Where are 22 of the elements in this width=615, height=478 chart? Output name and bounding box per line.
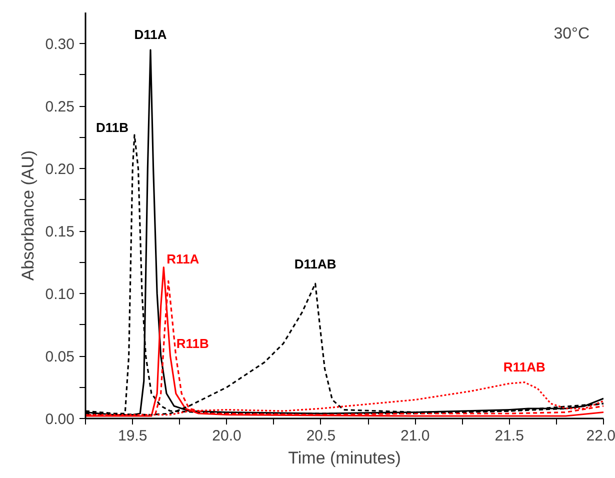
x-tick-label: 20.5 (306, 428, 336, 444)
y-tick-label: 0.00 (45, 411, 75, 428)
series-label: R11B (176, 336, 209, 352)
x-tick-label: 19.5 (118, 428, 148, 444)
y-tick-label: 0.10 (45, 286, 75, 304)
series-label: D11AB (294, 256, 336, 272)
x-axis-title: Time (minutes) (288, 448, 401, 468)
series-label: R11AB (503, 359, 546, 374)
y-axis-title: Absorbance (AU) (18, 150, 38, 281)
x-tick-label: 22.0 (586, 428, 615, 444)
x-tick-label: 21.5 (494, 428, 524, 444)
y-tick-label: 0.15 (45, 224, 75, 241)
y-tick-label: 0.05 (45, 348, 75, 366)
x-tick-label: 20.0 (212, 428, 242, 444)
series-label: R11A (166, 251, 200, 266)
series-label: D11B (96, 120, 128, 135)
y-tick-label: 0.25 (45, 98, 75, 116)
x-tick-label: 21.0 (400, 428, 430, 444)
series-label: D11A (134, 26, 168, 42)
y-tick-label: 0.30 (45, 36, 75, 54)
annotation: 30°C (554, 26, 590, 42)
y-tick-label: 0.20 (45, 161, 75, 178)
